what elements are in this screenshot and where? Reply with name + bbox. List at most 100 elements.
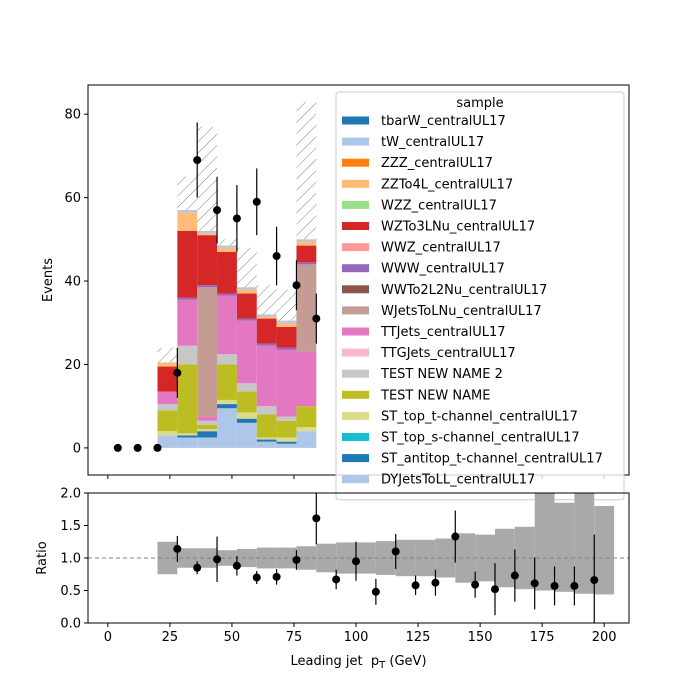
stack-bar-segment (197, 416, 218, 421)
y-tick-label: 0 (73, 441, 81, 456)
ratio-point (272, 572, 281, 581)
ratio-band-bin (217, 550, 237, 566)
legend-entry: TEST NEW NAME (380, 388, 490, 403)
legend-swatch (342, 222, 369, 230)
ratio-y-tick-label: 0.0 (60, 617, 81, 632)
data-point (252, 197, 261, 206)
stack-bar-segment (217, 399, 237, 405)
legend-entry: tbarW_centralUL17 (381, 114, 506, 129)
stack-bar-segment (276, 347, 297, 350)
stack-bar-segment (157, 366, 178, 392)
legend-entry: WWZ_centralUL17 (381, 241, 501, 256)
stack-bar-segment (296, 264, 317, 352)
ratio-band-bin (574, 493, 595, 594)
legend-swatch (342, 369, 369, 378)
ratio-point (252, 573, 261, 582)
ratio-point (530, 579, 539, 588)
stack-bar-segment (177, 433, 198, 436)
stack-bar-segment (256, 314, 277, 317)
stack-bar-segment (157, 391, 178, 405)
stacked-bars-layer (157, 210, 317, 448)
data-point (173, 368, 182, 377)
legend-entry: WJetsToLNu_centralUL17 (381, 304, 542, 319)
stack-bar-segment (236, 289, 257, 294)
legend-entry: ST_top_s-channel_centralUL17 (381, 431, 580, 446)
stack-bar-segment (157, 362, 178, 367)
data-points-layer (113, 122, 321, 452)
legend-swatch (342, 454, 369, 463)
legend-entry: ST_top_t-channel_centralUL17 (381, 409, 578, 424)
stack-bar-segment (256, 439, 277, 442)
legend-swatch (342, 411, 369, 420)
legend-swatch (342, 433, 369, 441)
stack-bar-segment (157, 410, 178, 432)
stack-bar-segment (296, 245, 317, 263)
ratio-point (490, 585, 499, 594)
ratio-point (471, 580, 480, 589)
stack-bar-segment (197, 424, 218, 430)
ratio-band-bin (356, 542, 376, 574)
data-point (133, 443, 142, 452)
ratio-band-bin (236, 548, 257, 568)
stack-bar-segment (296, 239, 317, 242)
legend-swatch (342, 137, 369, 146)
legend-swatch (342, 390, 369, 399)
stack-bar-segment (177, 435, 198, 438)
stack-bar-segment (236, 391, 257, 413)
legend-swatch (342, 243, 369, 252)
stack-bar-segment (276, 420, 297, 438)
data-point (272, 252, 281, 261)
ratio-y-tick-label: 2.0 (60, 487, 81, 502)
ratio-band-bin (594, 506, 615, 595)
stack-bar-segment (256, 406, 277, 415)
stack-bar-segment (157, 435, 178, 448)
stack-bar-segment (177, 210, 198, 213)
stack-bar-segment (276, 437, 297, 442)
stack-bar-segment (276, 349, 297, 417)
stack-bar-segment (217, 404, 237, 409)
stack-bar-segment (256, 343, 277, 346)
stack-bar-segment (217, 295, 237, 355)
x-tick-label: 175 (530, 630, 555, 645)
legend-entry: WZZ_centralUL17 (381, 198, 497, 213)
ratio-point (232, 561, 241, 570)
stack-bar-segment (236, 412, 257, 419)
ratio-point (431, 578, 440, 587)
main-y-ticks: 0 20 40 60 80 (64, 108, 88, 456)
legend-entry: tW_centralUL17 (381, 135, 484, 150)
y-tick-label: 20 (64, 358, 81, 373)
legend-entry: ZZTo4L_centralUL17 (381, 177, 513, 192)
ratio-point (193, 563, 202, 572)
stack-bar-segment (217, 251, 237, 294)
stack-bar-segment (177, 212, 198, 231)
ratio-y-tick-label: 1.0 (60, 552, 81, 567)
x-tick-label: 25 (162, 630, 179, 645)
ratio-point (371, 587, 380, 596)
data-point (213, 206, 222, 215)
stack-bar-segment (157, 431, 178, 436)
legend: sample tbarW_centralUL17 tW_centralUL17 ZZZ… (335, 91, 625, 501)
stack-bar-segment (256, 316, 277, 319)
legend-entry: WWTo2L2Nu_centralUL17 (381, 283, 547, 298)
stack-bar-segment (276, 320, 297, 323)
x-tick-label: 150 (468, 630, 493, 645)
stack-bar-segment (276, 441, 297, 444)
ratio-y-ticks: 0.0 0.5 1.0 1.5 2.0 (60, 487, 88, 632)
ratio-point (292, 555, 301, 564)
legend-entry: WWW_centralUL17 (381, 262, 505, 277)
ratio-point (213, 555, 222, 564)
stack-bar-segment (217, 245, 237, 248)
stack-bar-segment (236, 287, 257, 290)
ratio-y-tick-label: 0.5 (60, 584, 81, 599)
legend-entry: TTJets_centralUL17 (380, 325, 506, 340)
ratio-y-axis-label: Ratio (35, 541, 50, 574)
ratio-point (391, 547, 400, 556)
y-tick-label: 80 (64, 108, 81, 123)
stack-bar-segment (177, 345, 198, 365)
stack-bar-segment (177, 364, 198, 434)
ratio-point (570, 581, 579, 590)
stack-bar-segment (236, 320, 257, 384)
ratio-point (332, 575, 341, 584)
ratio-band-bin (455, 533, 476, 583)
